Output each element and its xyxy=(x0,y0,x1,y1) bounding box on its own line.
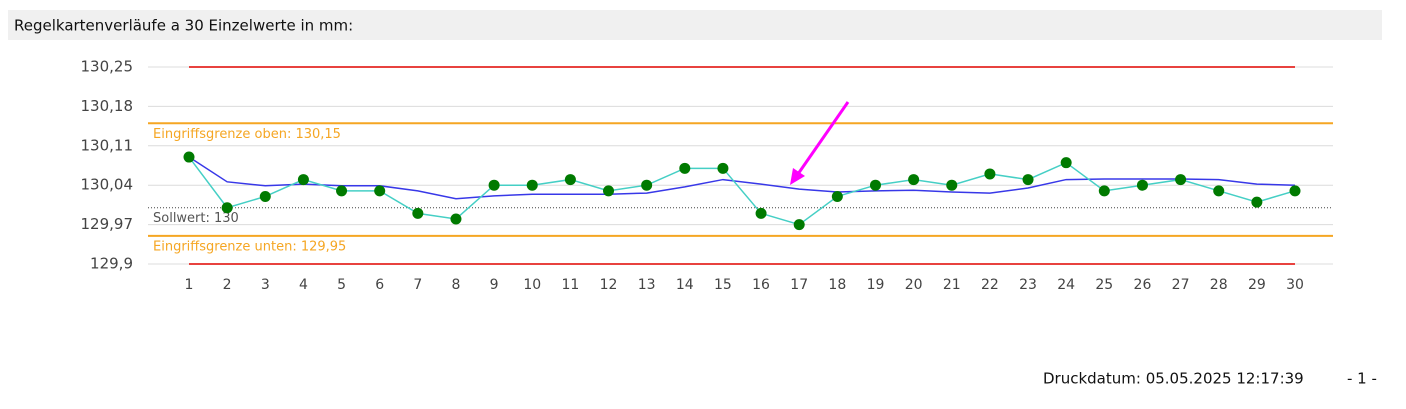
data-point xyxy=(946,179,958,191)
x-tick-label: 12 xyxy=(600,277,618,293)
control-line-label: Sollwert: 130 xyxy=(153,211,239,226)
y-tick-label: 130,04 xyxy=(81,176,134,194)
data-point xyxy=(831,190,843,202)
x-tick-label: 2 xyxy=(223,277,232,293)
data-point xyxy=(259,190,271,202)
data-point xyxy=(221,202,233,214)
x-tick-label: 22 xyxy=(981,277,999,293)
x-tick-label: 17 xyxy=(790,277,808,293)
x-tick-label: 4 xyxy=(299,277,308,293)
data-point xyxy=(374,185,386,197)
y-tick-label: 129,9 xyxy=(90,255,133,273)
x-tick-label: 15 xyxy=(714,277,732,293)
control-line-label: Eingriffsgrenze oben: 130,15 xyxy=(153,127,341,142)
y-tick-label: 129,97 xyxy=(81,215,134,233)
x-tick-label: 30 xyxy=(1286,277,1304,293)
x-tick-label: 25 xyxy=(1095,277,1113,293)
data-point xyxy=(717,162,729,174)
x-tick-label: 7 xyxy=(413,277,422,293)
x-tick-label: 3 xyxy=(261,277,270,293)
x-tick-label: 1 xyxy=(185,277,194,293)
series-line xyxy=(188,156,1296,226)
x-tick-label: 28 xyxy=(1210,277,1228,293)
x-tick-label: 20 xyxy=(905,277,923,293)
x-tick-label: 13 xyxy=(638,277,656,293)
x-tick-label: 6 xyxy=(375,277,384,293)
page-number: - 1 - xyxy=(1347,370,1377,388)
data-point xyxy=(679,162,691,174)
x-tick-label: 5 xyxy=(337,277,346,293)
data-point xyxy=(450,213,462,225)
x-tick-label: 16 xyxy=(752,277,770,293)
x-tick-label: 24 xyxy=(1057,277,1075,293)
data-point xyxy=(297,174,309,186)
data-point xyxy=(869,179,881,191)
data-point xyxy=(1251,196,1263,208)
data-point xyxy=(1022,174,1034,186)
series-line xyxy=(188,156,1296,200)
x-tick-label: 23 xyxy=(1019,277,1037,293)
data-point xyxy=(1213,185,1225,197)
data-point xyxy=(984,168,996,180)
y-tick-label: 130,18 xyxy=(81,97,134,115)
data-point xyxy=(603,185,615,197)
x-tick-label: 27 xyxy=(1172,277,1190,293)
data-point xyxy=(1136,179,1148,191)
data-point xyxy=(488,179,500,191)
x-tick-label: 29 xyxy=(1248,277,1266,293)
data-point xyxy=(1175,174,1187,186)
annotation-arrow xyxy=(790,101,850,185)
x-tick-label: 8 xyxy=(452,277,461,293)
x-tick-label: 10 xyxy=(523,277,541,293)
print-date: Druckdatum: 05.05.2025 12:17:39 xyxy=(1043,370,1304,388)
data-point xyxy=(412,207,424,219)
data-point xyxy=(1060,157,1072,169)
x-tick-label: 26 xyxy=(1134,277,1152,293)
header-bar xyxy=(8,10,1382,40)
x-tick-label: 14 xyxy=(676,277,694,293)
x-tick-label: 19 xyxy=(867,277,885,293)
x-tick-label: 9 xyxy=(490,277,499,293)
data-point xyxy=(336,185,348,197)
y-tick-label: 130,25 xyxy=(81,58,134,76)
data-point xyxy=(793,219,805,231)
data-point xyxy=(1098,185,1110,197)
x-tick-label: 18 xyxy=(828,277,846,293)
data-point xyxy=(564,174,576,186)
data-point xyxy=(526,179,538,191)
control-line-label: Eingriffsgrenze unten: 129,95 xyxy=(153,239,346,254)
header-title: Regelkartenverläufe a 30 Einzelwerte in … xyxy=(14,17,353,35)
x-tick-label: 21 xyxy=(943,277,961,293)
data-point xyxy=(1289,185,1301,197)
data-point xyxy=(641,179,653,191)
data-point xyxy=(755,207,767,219)
data-point xyxy=(183,151,195,163)
y-tick-label: 130,11 xyxy=(81,136,134,154)
x-tick-label: 11 xyxy=(561,277,579,293)
data-point xyxy=(908,174,920,186)
